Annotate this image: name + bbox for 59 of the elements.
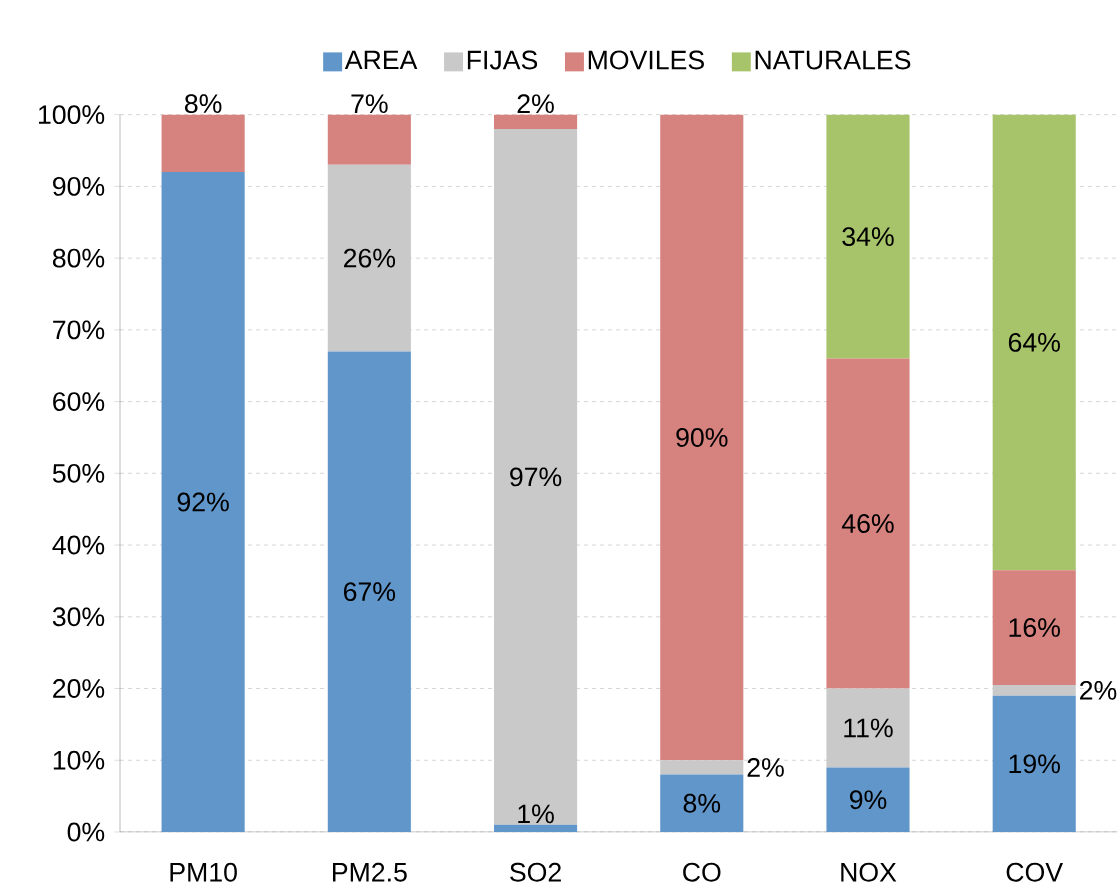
bar <box>327 114 411 165</box>
data-label: 67% <box>344 582 396 602</box>
y-tick-label: 30% <box>52 607 105 627</box>
bar <box>826 358 910 689</box>
bar <box>327 164 411 352</box>
bar <box>660 114 744 761</box>
y-tick-label: 90% <box>53 176 105 196</box>
y-tick-label: 40% <box>52 535 105 555</box>
data-label: 46% <box>841 514 894 533</box>
x-tick-label: NOX <box>841 862 897 882</box>
x-tick-label: PM10 <box>170 862 237 882</box>
data-label: 1% <box>518 804 554 824</box>
y-tick-label: 20% <box>53 679 105 698</box>
data-label: 19% <box>1009 754 1060 774</box>
bar <box>161 172 245 832</box>
legend-label: NATURALES <box>755 50 911 70</box>
x-tick-label: COV <box>1006 862 1063 882</box>
bar <box>494 114 578 130</box>
bar <box>161 114 245 173</box>
data-label: 64% <box>1008 332 1060 352</box>
bar <box>992 684 1076 696</box>
data-label: 2% <box>517 94 554 114</box>
bar <box>992 570 1076 685</box>
bar <box>660 774 744 832</box>
data-label: 16% <box>1009 618 1060 637</box>
bar <box>992 695 1076 832</box>
data-label: 9% <box>849 790 887 810</box>
y-tick-label: 100% <box>38 105 105 125</box>
bar <box>660 760 744 775</box>
data-label: 2% <box>1080 680 1117 700</box>
data-label: 7% <box>351 94 388 114</box>
data-label: 34% <box>842 227 894 247</box>
data-label: 8% <box>683 793 721 813</box>
bar <box>826 767 910 832</box>
y-tick-label: 70% <box>53 320 105 340</box>
legend-label: FIJAS <box>467 50 538 70</box>
bar <box>494 129 578 825</box>
bar <box>494 824 578 832</box>
x-tick-label: CO <box>683 862 721 882</box>
data-label: 8% <box>185 94 222 114</box>
legend-label: AREA <box>344 50 418 70</box>
y-tick-label: 10% <box>53 750 105 770</box>
x-tick-label: SO2 <box>510 862 561 882</box>
data-label: 92% <box>177 492 229 512</box>
y-tick-label: 0% <box>67 822 105 842</box>
data-label: 97% <box>510 467 562 487</box>
bar <box>826 114 910 359</box>
y-tick-label: 60% <box>53 392 105 412</box>
legend-label: MOVILES <box>588 50 704 70</box>
y-tick-label: 50% <box>52 463 105 483</box>
bar <box>327 351 411 832</box>
data-label: 90% <box>676 428 728 447</box>
data-label: 26% <box>343 248 396 268</box>
bar <box>826 688 910 768</box>
data-label: 2% <box>747 758 784 777</box>
y-tick-label: 80% <box>52 248 105 268</box>
bar <box>992 114 1076 571</box>
data-label: 11% <box>844 718 893 738</box>
x-tick-label: PM2.5 <box>333 862 407 882</box>
